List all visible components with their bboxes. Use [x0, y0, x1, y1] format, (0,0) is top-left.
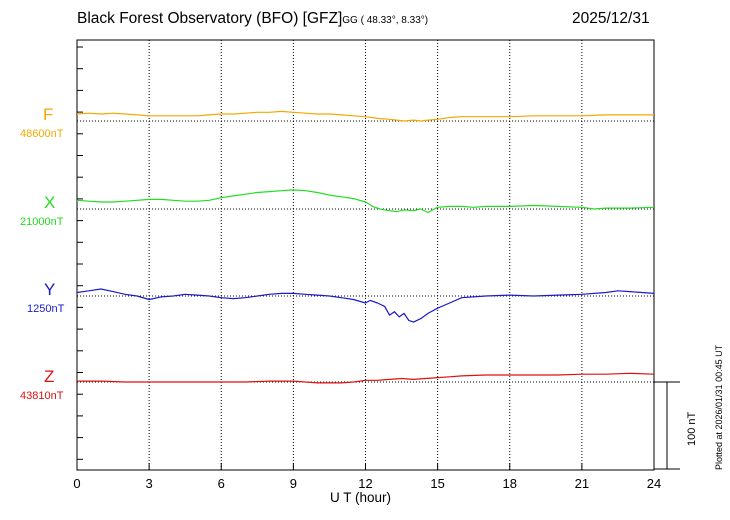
series-label-Y: Y — [44, 280, 56, 299]
chart-title: Black Forest Observatory (BFO) [GFZ]GG (… — [77, 10, 428, 28]
series-line-Z — [77, 372, 655, 384]
date-label: 2025/12/31 — [572, 10, 650, 27]
series-line-Y — [76, 288, 655, 323]
series-label-Z: Z — [44, 367, 55, 386]
x-tick-label-24: 24 — [647, 476, 661, 491]
x-tick-label-6: 6 — [218, 476, 225, 491]
x-tick-label-3: 3 — [146, 476, 153, 491]
left-ticks — [77, 46, 83, 460]
series-line-F — [76, 110, 654, 122]
station-title: Black Forest Observatory (BFO) [GFZ] — [77, 10, 343, 27]
plot-frame — [76, 39, 655, 471]
series-line-X — [76, 189, 655, 214]
x-tick-label-12: 12 — [358, 476, 372, 491]
series-lines — [76, 110, 655, 384]
x-tick-label-18: 18 — [503, 476, 517, 491]
baseline-label-Z: 43810nT — [20, 390, 64, 402]
scale-bar — [654, 381, 680, 470]
series-label-F: F — [43, 105, 54, 124]
plotted-timestamp: Plotted at 2026/01/31 00:45 UT — [714, 344, 724, 470]
x-ticks: 0 3 6 9 12 15 18 21 24 — [73, 463, 661, 491]
baseline-label-Y: 1250nT — [27, 303, 65, 315]
series-label-X: X — [44, 193, 56, 212]
x-tick-label-21: 21 — [575, 476, 589, 491]
scale-bar-label: 100 nT — [686, 411, 698, 446]
station-coordinates: GG ( 48.33°, 8.33°) — [342, 15, 429, 26]
x-tick-label-15: 15 — [430, 476, 444, 491]
baseline-label-F: 48600nT — [20, 128, 64, 140]
x-tick-label-9: 9 — [290, 476, 297, 491]
x-axis-label: U T (hour) — [330, 490, 392, 505]
x-tick-label-0: 0 — [73, 476, 80, 491]
baseline-label-X: 21000nT — [20, 216, 64, 228]
vertical-grid — [148, 40, 583, 470]
